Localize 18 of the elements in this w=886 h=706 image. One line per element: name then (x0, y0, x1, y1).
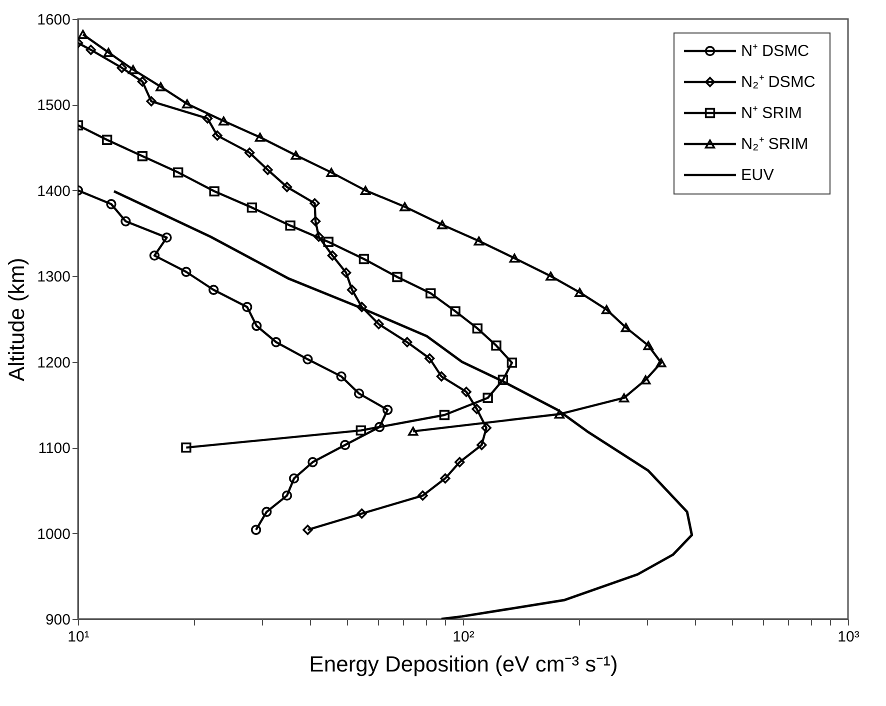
y-tick-label: 1000 (37, 526, 70, 543)
legend-label: N⁺ DSMC (741, 43, 810, 60)
y-tick-label: 1400 (37, 182, 70, 200)
x-tick-label: 10³ (838, 628, 860, 646)
legend-label: N₂⁺ DSMC (741, 74, 816, 91)
x-tick-label: 10² (452, 628, 474, 646)
y-tick-label: 1200 (37, 354, 70, 372)
y-tick-label: 1500 (37, 97, 70, 114)
y-tick-label: 1300 (37, 268, 70, 286)
y-axis-title: Altitude (km) (4, 258, 30, 382)
legend-label: EUV (741, 167, 774, 184)
y-tick-label: 900 (45, 612, 70, 628)
x-tick-label: 10¹ (68, 628, 90, 646)
x-axis-title: Energy Deposition (eV cm⁻³ s⁻¹) (309, 652, 618, 676)
legend-label: N⁺ SRIM (741, 105, 802, 122)
y-tick-label: 1600 (37, 12, 70, 28)
y-tick-label: 1100 (38, 440, 70, 458)
legend-label: N₂⁺ SRIM (741, 136, 808, 153)
